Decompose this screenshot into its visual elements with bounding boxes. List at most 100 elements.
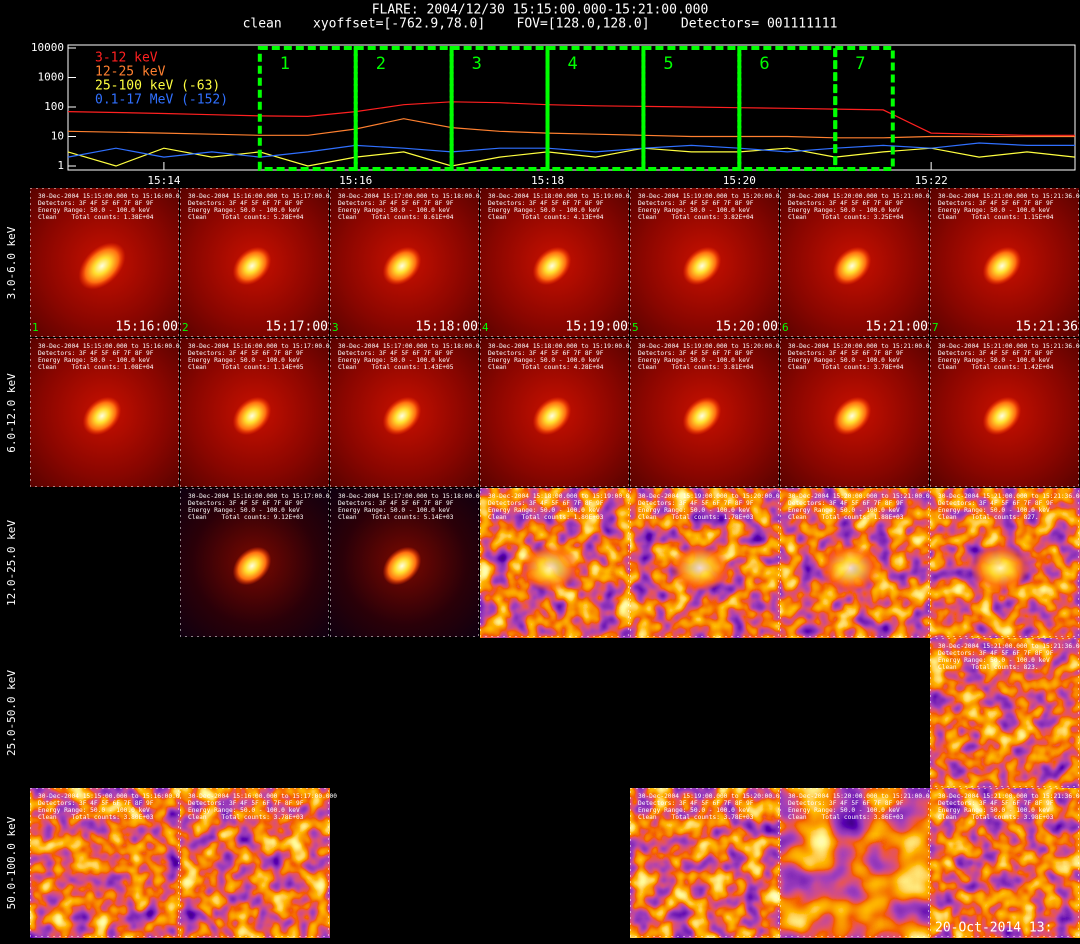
panel-detectors: Detectors: 3F 4F 5F 6F 7F 8F 9F <box>488 500 604 507</box>
panel-detectors: Detectors: 3F 4F 5F 6F 7F 8F 9F <box>338 200 454 207</box>
panel-range: 30-Dec-2004 15:21:00.000 to 15:21:36.000 <box>938 643 1080 650</box>
image-source <box>78 242 126 290</box>
panel-range: 30-Dec-2004 15:19:00.000 to 15:20:00.000 <box>638 343 787 350</box>
panel-index: 7 <box>932 321 939 334</box>
panel-energy: Energy Range: 50.0 - 100.0 keV <box>938 207 1050 214</box>
panel-detectors: Detectors: 3F 4F 5F 6F 7F 8F 9F <box>38 350 154 357</box>
panel-border <box>480 488 629 637</box>
image-source <box>520 544 580 592</box>
panel-time: 15:21:00 <box>865 320 928 335</box>
panel-time: 15:21:36 <box>1015 320 1078 335</box>
panel-index: 5 <box>632 321 639 334</box>
panel-detectors: Detectors: 3F 4F 5F 6F 7F 8F 9F <box>938 500 1054 507</box>
panel-counts: Clean Total counts: 1.88E+03 <box>788 514 904 521</box>
panel-range: 30-Dec-2004 15:20:00.000 to 15:21:00.000 <box>788 193 937 200</box>
panel-counts: Clean Total counts: 3.78E+04 <box>788 364 904 371</box>
image-noise <box>180 788 329 937</box>
panel-range: 30-Dec-2004 15:20:00.000 to 15:21:00.000 <box>788 493 937 500</box>
panel-detectors: Detectors: 3F 4F 5F 6F 7F 8F 9F <box>938 350 1054 357</box>
series-line <box>67 147 1076 167</box>
image-panel: 30-Dec-2004 15:19:00.000 to 15:20:00.000… <box>630 788 787 937</box>
image-panel: 30-Dec-2004 15:18:00.000 to 15:19:00.000… <box>480 488 637 637</box>
panel-energy: Energy Range: 50.0 - 100.0 keV <box>188 507 300 514</box>
image-source <box>670 544 730 592</box>
panel-border <box>780 788 929 937</box>
image-source <box>832 396 872 436</box>
panel-range: 30-Dec-2004 15:21:00.000 to 15:21:36.000 <box>938 793 1080 800</box>
panel-border <box>30 338 179 487</box>
series-line <box>67 118 1075 139</box>
chart-title: FLARE: 2004/12/30 15:15:00.000-15:21:00.… <box>372 3 709 18</box>
image-panel: 30-Dec-2004 15:17:00.000 to 15:18:00.000… <box>330 338 487 487</box>
image-source <box>682 246 722 286</box>
interval-label: 5 <box>663 54 673 74</box>
panel-energy: Energy Range: 50.0 - 100.0 keV <box>638 807 750 814</box>
panel-energy: Energy Range: 50.0 - 100.0 keV <box>938 657 1050 664</box>
panel-border <box>630 338 779 487</box>
interval-label: 6 <box>759 54 769 74</box>
image-panel: 30-Dec-2004 15:16:00.000 to 15:17:00.000… <box>180 338 337 487</box>
image-source <box>532 246 572 286</box>
panel-range: 30-Dec-2004 15:18:00.000 to 15:19:00.000 <box>488 343 637 350</box>
panel-counts: Clean Total counts: 1.43E+05 <box>338 364 454 371</box>
panel-range: 30-Dec-2004 15:15:00.000 to 15:16:00.000 <box>38 793 187 800</box>
row-label: 12.0-25.0 keV <box>5 520 18 606</box>
image-panel: 30-Dec-2004 15:21:00.000 to 15:21:36.000… <box>930 338 1080 487</box>
image-source <box>232 396 272 436</box>
panel-counts: Clean Total counts: 1.38E+04 <box>38 214 154 221</box>
panel-border <box>630 488 779 637</box>
panel-range: 30-Dec-2004 15:21:00.000 to 15:21:36.000 <box>938 493 1080 500</box>
panel-range: 30-Dec-2004 15:15:00.000 to 15:16:00.000 <box>38 193 187 200</box>
panel-index: 2 <box>182 321 189 334</box>
panel-energy: Energy Range: 50.0 - 100.0 keV <box>638 507 750 514</box>
panel-energy: Energy Range: 50.0 - 100.0 keV <box>38 207 150 214</box>
image-panel: 30-Dec-2004 15:18:00.000 to 15:19:00.000… <box>480 338 637 487</box>
panel-index: 4 <box>482 321 489 334</box>
panel-range: 30-Dec-2004 15:15:00.000 to 15:16:00.000 <box>38 343 187 350</box>
panel-time: 15:20:00 <box>715 320 778 335</box>
panel-detectors: Detectors: 3F 4F 5F 6F 7F 8F 9F <box>938 650 1054 657</box>
x-tick-label: 15:16 <box>339 174 372 187</box>
panel-time: 15:17:00 <box>265 320 328 335</box>
legend-entry: 0.1-17 MeV (-152) <box>95 93 228 108</box>
panel-counts: Clean Total counts: 4.28E+04 <box>488 364 604 371</box>
panel-border <box>630 188 779 337</box>
panel-border <box>780 188 929 337</box>
chart-subtitle: clean xyoffset=[-762.9,78.0] FOV=[128.0,… <box>243 17 838 32</box>
panel-border <box>330 338 479 487</box>
panel-detectors: Detectors: 3F 4F 5F 6F 7F 8F 9F <box>938 200 1054 207</box>
image-source <box>232 246 272 286</box>
panel-detectors: Detectors: 3F 4F 5F 6F 7F 8F 9F <box>488 350 604 357</box>
panel-energy: Energy Range: 50.0 - 100.0 keV <box>38 807 150 814</box>
panel-border <box>330 188 479 337</box>
image-panel: 30-Dec-2004 15:16:00.000 to 15:17:00.000… <box>180 788 337 937</box>
panel-energy: Energy Range: 50.0 - 100.0 keV <box>188 357 300 364</box>
panel-border <box>930 638 1079 787</box>
panel-detectors: Detectors: 3F 4F 5F 6F 7F 8F 9F <box>638 200 754 207</box>
panel-counts: Clean Total counts: 8.61E+04 <box>338 214 454 221</box>
image-panel: 30-Dec-2004 15:20:00.000 to 15:21:00.000… <box>780 488 937 637</box>
panel-counts: Clean Total counts: 3.82E+04 <box>638 214 754 221</box>
panel-range: 30-Dec-2004 15:19:00.000 to 15:20:00.000 <box>638 793 787 800</box>
panel-range: 30-Dec-2004 15:20:00.000 to 15:21:00.000 <box>788 793 937 800</box>
panel-border <box>480 188 629 337</box>
image-panel: 30-Dec-2004 15:16:00.000 to 15:17:00.000… <box>180 488 337 637</box>
panel-energy: Energy Range: 50.0 - 100.0 keV <box>938 807 1050 814</box>
panel-energy: Energy Range: 50.0 - 100.0 keV <box>488 207 600 214</box>
panel-energy: Energy Range: 50.0 - 100.0 keV <box>638 207 750 214</box>
panel-range: 30-Dec-2004 15:16:00.000 to 15:17:00.000 <box>188 793 337 800</box>
y-tick-label: 1 <box>57 159 64 172</box>
image-source <box>832 246 872 286</box>
panel-detectors: Detectors: 3F 4F 5F 6F 7F 8F 9F <box>788 500 904 507</box>
row-label: 3.0-6.0 keV <box>5 226 18 299</box>
panel-energy: Energy Range: 50.0 - 100.0 keV <box>788 507 900 514</box>
image-source <box>232 546 272 586</box>
image-noise <box>930 788 1079 937</box>
panel-energy: Energy Range: 50.0 - 100.0 keV <box>338 507 450 514</box>
panel-border <box>30 188 179 337</box>
panel-energy: Energy Range: 50.0 - 100.0 keV <box>338 207 450 214</box>
panel-energy: Energy Range: 50.0 - 100.0 keV <box>938 507 1050 514</box>
y-tick-label: 1000 <box>38 71 65 84</box>
image-panel: 30-Dec-2004 15:16:00.000 to 15:17:00.000… <box>180 188 337 337</box>
